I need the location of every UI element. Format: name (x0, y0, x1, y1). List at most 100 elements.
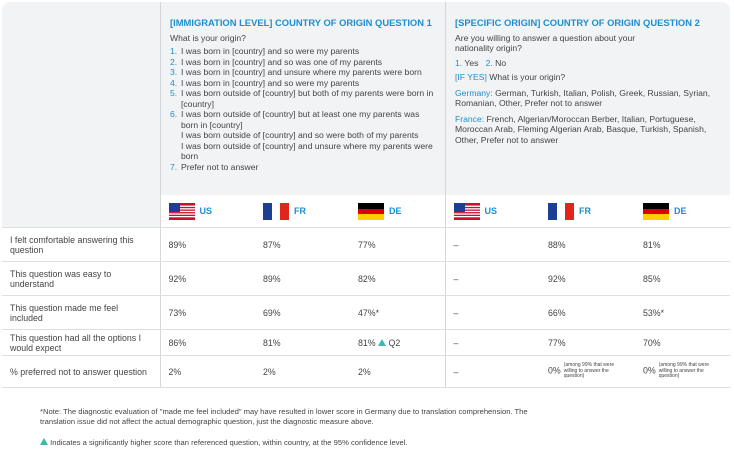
question-prompt: Are you willing to answer a question abo… (455, 32, 636, 54)
flag-fr (263, 202, 289, 220)
cell: 81% (635, 227, 730, 262)
cell: 53%* (635, 295, 730, 330)
question-panel (2, 2, 730, 195)
question-prompt: What is your origin? (170, 32, 246, 43)
country-header: US (159, 195, 255, 228)
legend: Indicates a significantly higher score t… (40, 438, 640, 448)
cell: 0%(among 99% that were willing to answer… (635, 355, 730, 388)
legend-text: Indicates a significantly higher score t… (50, 438, 408, 447)
option-number: 1. (455, 57, 463, 68)
question-1: [IMMIGRATION LEVEL] COUNTRY OF ORIGIN QU… (162, 0, 445, 193)
country-header: FR (540, 195, 635, 228)
option-number: 1. (170, 46, 178, 56)
list-text: French, Algerian/Moroccan Berber, Italia… (455, 113, 707, 145)
cell: 86% (159, 329, 255, 356)
cell: 85% (635, 261, 730, 296)
list-text: German, Turkish, Italian, Polish, Greek,… (455, 87, 711, 109)
question-2: [SPECIFIC ORIGIN] COUNTRY OF ORIGIN QUES… (447, 0, 730, 193)
country-list: Germany: German, Turkish, Italian, Polis… (455, 88, 722, 109)
cell-value: 0% (548, 365, 561, 376)
cell: 2% (159, 355, 255, 388)
triangle-icon (378, 338, 387, 346)
divider (445, 2, 446, 195)
cell: – (444, 355, 540, 388)
table-row: % preferred not to answer question 2% 2% 2%… (2, 355, 730, 388)
cell: – (444, 329, 540, 356)
followup-text: What is your origin? (489, 72, 566, 82)
cell: 73% (159, 295, 255, 330)
option-text: I was born in [country] and so were my p… (181, 77, 360, 88)
header-row: US FR DE US FR DE (2, 195, 730, 228)
flag-de (358, 202, 384, 220)
country-code: DE (389, 206, 402, 216)
followup-tag: [IF YES] (455, 72, 487, 82)
row-label: This question had all the options I woul… (2, 329, 160, 356)
option: 5. I was born outside of [country] but bo… (170, 88, 437, 109)
options: 1. Yes 2. No (455, 58, 722, 69)
flag-de (643, 202, 669, 220)
option-text: I was born outside of [country] and so w… (181, 130, 419, 140)
options: 1. I was born in [country] and so were my… (170, 46, 437, 172)
cell-note: (among 99% that were willing to answer t… (563, 362, 615, 380)
country-code: FR (294, 206, 306, 216)
option-text: I was born in [country] and so was one o… (181, 56, 383, 67)
country: Germany: (455, 87, 493, 98)
triangle-icon (40, 438, 48, 445)
cell-value: 81% (358, 337, 376, 348)
cell: 69% (255, 295, 350, 330)
option-text: Yes (464, 57, 479, 68)
cell: 81% Q2 (350, 329, 445, 356)
cell: 2% (255, 355, 350, 388)
option-number: 4. (170, 77, 178, 88)
cell: 77% (540, 329, 635, 356)
cell: – (444, 295, 540, 330)
country-code: FR (579, 206, 591, 216)
option-text: I was born in [country] and unsure where… (181, 67, 422, 77)
badge: Q2 (388, 337, 401, 348)
option: 4. I was born in [country] and so were my… (170, 78, 437, 89)
row-label: This question made me feel included (2, 295, 160, 330)
flag-us (168, 202, 195, 220)
table-row: I felt comfortable answering this questi… (2, 227, 730, 262)
cell: 88% (540, 227, 635, 262)
cell: 89% (255, 261, 350, 296)
option-text: I was born outside of [country] and unsu… (181, 140, 433, 162)
option-number: 7. (170, 161, 178, 172)
flag-fr (548, 202, 574, 220)
results-table: US FR DE US FR DE I felt comfortable ans… (2, 195, 730, 388)
header-cell (2, 195, 160, 228)
option-text: No (495, 57, 507, 68)
cell: 92% (159, 261, 255, 296)
country-list: France: French, Algerian/Moroccan Berber… (455, 114, 722, 146)
country-header: FR (255, 195, 350, 228)
cell: 92% (540, 261, 635, 296)
cell: 47%* (350, 295, 445, 330)
option-text: Prefer not to answer (181, 161, 259, 172)
cell: 87% (255, 227, 350, 262)
cell: – (444, 227, 540, 262)
cell: 70% (635, 329, 730, 356)
country-header: US (444, 195, 540, 228)
country: France: (455, 113, 485, 124)
country-header: DE (350, 195, 445, 228)
question-title: [SPECIFIC ORIGIN] COUNTRY OF ORIGIN QUES… (455, 17, 700, 28)
country-code: DE (674, 206, 687, 216)
option-number: 2. (170, 56, 178, 67)
country-code: US (484, 206, 498, 216)
row-label: I felt comfortable answering this questi… (2, 227, 160, 262)
cell: 81% (255, 329, 350, 356)
followup: [IF YES] What is your origin? (455, 72, 722, 83)
question-title: [IMMIGRATION LEVEL] COUNTRY OF ORIGIN QU… (170, 17, 432, 28)
option-text: I was born outside of [country] but both… (181, 88, 434, 109)
table-row: This question made me feel included 73% 69… (2, 295, 730, 330)
option: 3. I was born in [country] and unsure whe… (170, 67, 437, 78)
cell: 89% (159, 227, 255, 262)
row-label: This question was easy to understand (2, 261, 160, 296)
option-text: I was born outside of [country] but at l… (181, 109, 420, 130)
country-header: DE (635, 195, 730, 228)
footnote: *Note: The diagnostic evaluation of "mad… (40, 407, 528, 426)
cell: 82% (350, 261, 445, 296)
option: 7. Prefer not to answer (170, 162, 437, 173)
cell: – (444, 261, 540, 296)
